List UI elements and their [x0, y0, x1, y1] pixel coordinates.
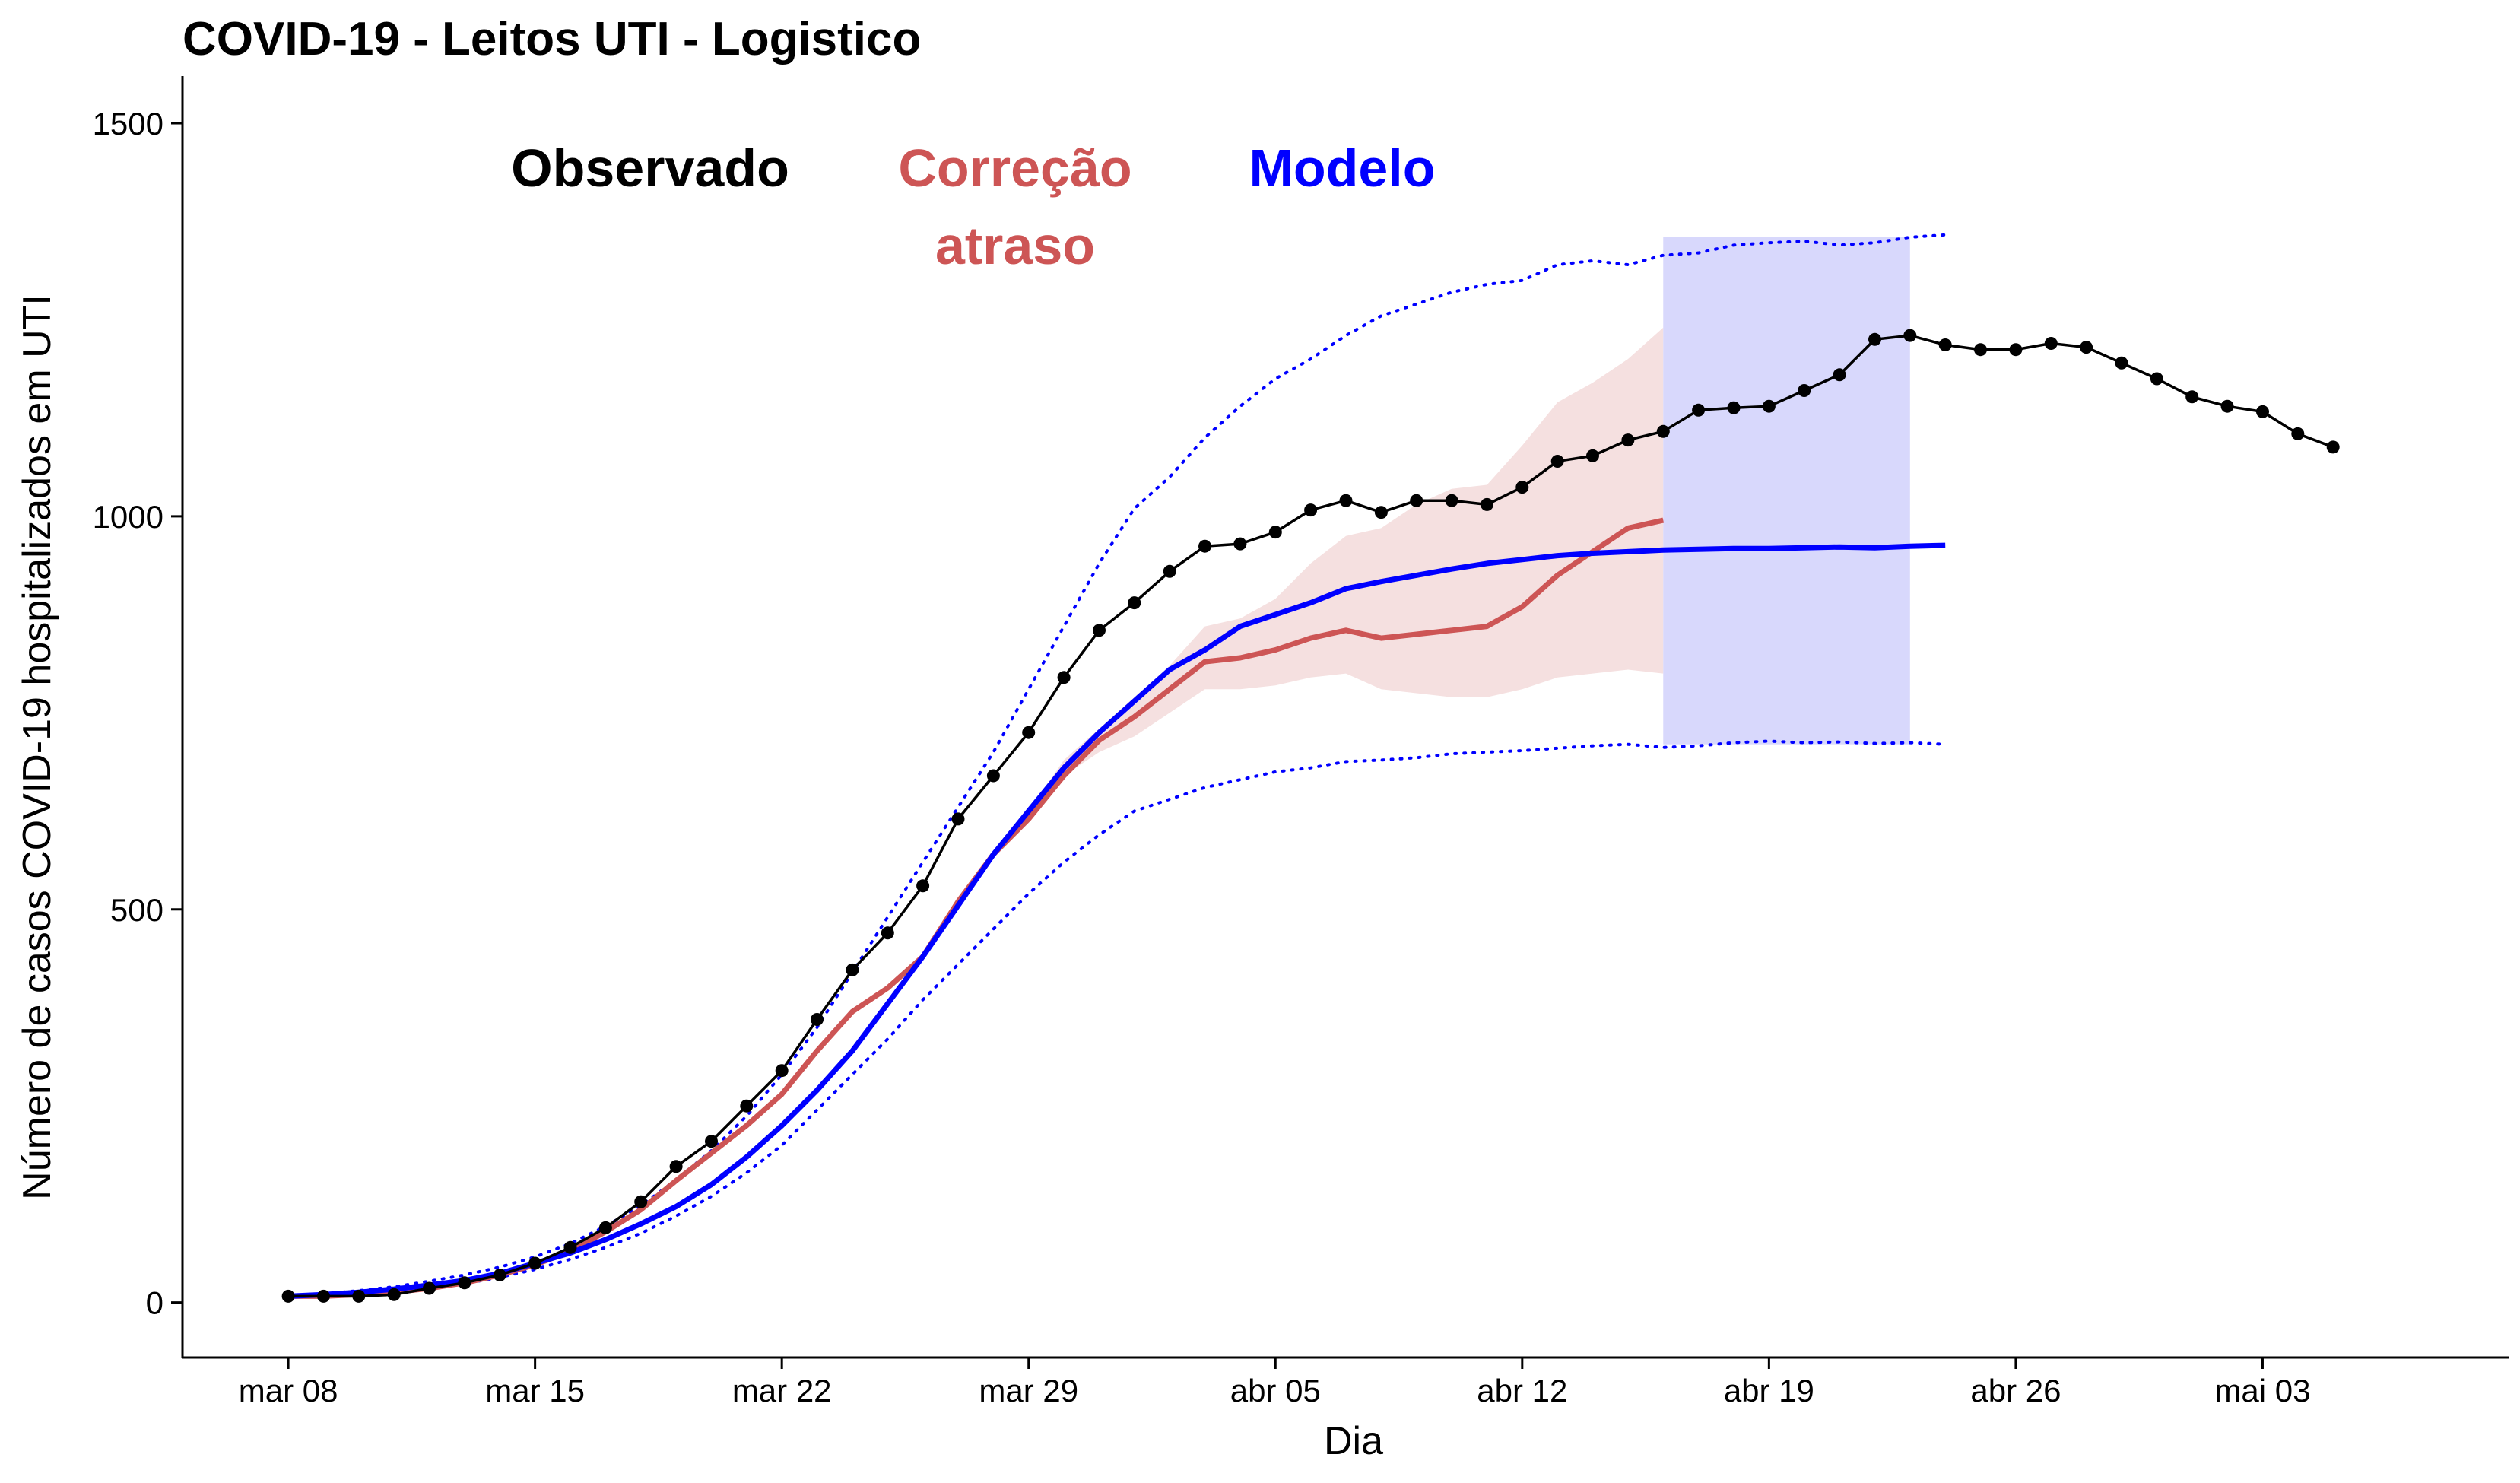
x-tick-label: mar 22	[732, 1373, 832, 1408]
observed-point	[1268, 526, 1282, 539]
observed-point	[951, 812, 965, 826]
observed-point	[1550, 455, 1564, 468]
observed-point	[1621, 433, 1635, 447]
observed-point	[1656, 424, 1670, 438]
observed-point	[1868, 332, 1881, 346]
legend-label-line: atraso	[935, 216, 1095, 275]
observed-point	[634, 1195, 648, 1208]
observed-point	[1163, 564, 1176, 578]
chart-lines	[287, 233, 2334, 1299]
observed-point	[2009, 343, 2023, 357]
x-tick-label: abr 05	[1230, 1373, 1321, 1408]
legend: Observado Correção atraso Modelo	[511, 138, 1435, 275]
legend-label-line: Observado	[511, 138, 789, 198]
observed-point	[2291, 427, 2305, 440]
chart-title: COVID-19 - Leitos UTI - Logistico	[182, 13, 921, 65]
x-tick-label: mar 29	[979, 1373, 1078, 1408]
observed-point	[458, 1276, 471, 1290]
observed-point	[2220, 399, 2234, 413]
observed-points	[281, 329, 2340, 1303]
observed-point	[1198, 539, 1211, 553]
observed-point	[387, 1288, 401, 1301]
observed-point	[1339, 494, 1353, 507]
observed-point	[2326, 440, 2340, 454]
observed-point	[669, 1160, 683, 1173]
x-tick-label: mar 15	[485, 1373, 585, 1408]
chart-bands	[288, 237, 1910, 1297]
observed-point	[1974, 343, 1987, 357]
x-axis-ticks: mar 08 mar 15 mar 22 mar 29 abr 05 abr 12 abr …	[239, 1358, 2310, 1408]
plot-area: Observado Correção atraso Modelo	[281, 138, 2340, 1303]
observed-point	[740, 1099, 754, 1113]
observed-point	[1798, 384, 1811, 397]
observed-point	[775, 1064, 789, 1078]
observed-point	[2044, 337, 2058, 350]
observed-point	[1128, 596, 1141, 610]
x-axis-title: Dia	[1324, 1419, 1383, 1463]
y-tick-label: 0	[146, 1285, 163, 1321]
observed-point	[881, 926, 894, 940]
x-tick-label: mar 08	[239, 1373, 338, 1408]
observed-point	[317, 1289, 330, 1303]
legend-label-line: Correção	[898, 138, 1131, 198]
observed-point	[2150, 372, 2163, 386]
observed-point	[281, 1289, 295, 1303]
observed-point	[1057, 671, 1071, 684]
observed-point	[811, 1013, 824, 1026]
observed-point	[598, 1221, 612, 1234]
x-tick-label: abr 12	[1477, 1373, 1567, 1408]
observed-point	[2080, 341, 2093, 354]
correction-band	[288, 327, 1664, 1297]
observed-point	[1374, 506, 1388, 519]
observed-point	[1481, 497, 1493, 511]
x-tick-label: mai 03	[2214, 1373, 2310, 1408]
observed-point	[1233, 537, 1247, 551]
observed-point	[1938, 338, 1952, 351]
y-tick-label: 500	[110, 892, 163, 928]
y-axis-title: Número de casos COVID-19 hospitalizados …	[15, 294, 59, 1200]
observed-point	[2115, 356, 2128, 370]
observed-point	[1727, 401, 1741, 414]
observed-point	[1515, 481, 1529, 494]
observed-point	[2185, 390, 2199, 404]
legend-label-modelo: Modelo	[1249, 138, 1436, 198]
observed-point	[352, 1289, 366, 1303]
legend-label-correcao: Correção atraso	[898, 138, 1131, 275]
observed-point	[423, 1281, 436, 1295]
legend-label-observado: Observado	[511, 138, 789, 198]
observed-point	[1022, 726, 1036, 739]
observed-point	[493, 1269, 506, 1281]
observed-point	[1304, 503, 1318, 517]
observed-point	[1692, 403, 1706, 417]
observed-point	[986, 769, 1000, 783]
observed-point	[563, 1240, 577, 1254]
observed-point	[846, 963, 859, 976]
observed-point	[1762, 399, 1776, 413]
forecast-band	[1663, 237, 1910, 745]
observed-point	[1833, 368, 1846, 382]
observed-point	[1093, 624, 1106, 637]
legend-label-line: Modelo	[1249, 138, 1436, 198]
model-line	[287, 542, 1946, 1299]
observed-point	[528, 1256, 542, 1270]
y-tick-label: 1500	[93, 106, 163, 141]
x-tick-label: abr 19	[1724, 1373, 1814, 1408]
observed-point	[916, 879, 930, 893]
x-tick-label: abr 26	[1970, 1373, 2061, 1408]
observed-point	[1586, 449, 1599, 462]
y-tick-label: 1000	[93, 499, 163, 535]
axes: mar 08 mar 15 mar 22 mar 29 abr 05 abr 12 abr …	[93, 76, 2509, 1408]
observed-point	[1903, 329, 1917, 342]
model-lower-bound-line	[287, 739, 1947, 1298]
observed-point	[1445, 494, 1458, 507]
observed-point	[2256, 405, 2269, 418]
observed-line	[288, 334, 2334, 1298]
observed-point	[1410, 494, 1423, 507]
observed-point	[705, 1135, 718, 1148]
y-axis-ticks: 0 500 1000 1500	[93, 106, 182, 1321]
